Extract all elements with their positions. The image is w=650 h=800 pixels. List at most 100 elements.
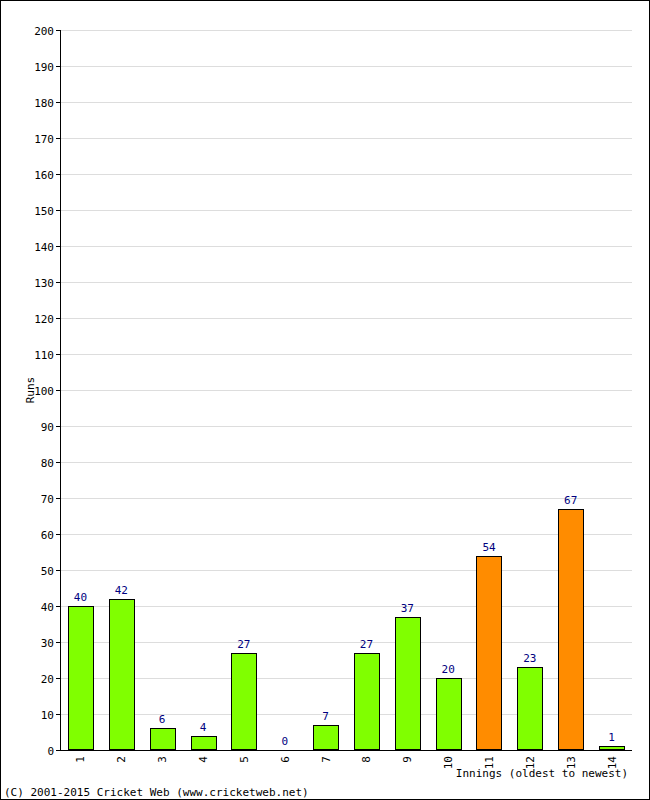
grid-line	[60, 534, 632, 535]
data-label: 37	[401, 602, 414, 615]
data-label: 6	[159, 713, 166, 726]
grid-line	[60, 570, 632, 571]
bar	[192, 737, 217, 750]
frame	[1, 1, 650, 800]
grid-line	[60, 30, 632, 31]
bar	[518, 668, 543, 750]
y-tick-label: 120	[34, 313, 54, 326]
y-tick-label: 30	[41, 637, 54, 650]
y-tick	[56, 30, 60, 31]
data-label: 4	[200, 721, 207, 734]
x-tick-label: 1	[74, 756, 87, 763]
grid-line	[60, 606, 632, 607]
data-label: 27	[360, 638, 373, 651]
y-tick-label: 10	[41, 709, 54, 722]
y-tick-label: 40	[41, 601, 54, 614]
y-tick	[56, 210, 60, 211]
grid-line	[60, 678, 632, 679]
y-tick	[56, 354, 60, 355]
y-tick-label: 60	[41, 529, 54, 542]
grid-line	[60, 390, 632, 391]
y-tick-label: 150	[34, 205, 54, 218]
y-tick	[56, 534, 60, 535]
y-axis-label: Runs	[24, 377, 37, 404]
x-tick-label: 8	[360, 756, 373, 763]
y-tick-label: 80	[41, 457, 54, 470]
data-label: 23	[523, 652, 536, 665]
grid-line	[60, 318, 632, 319]
x-tick-label: 2	[115, 756, 128, 763]
data-label: 27	[237, 638, 250, 651]
data-label: 20	[442, 663, 455, 676]
y-tick	[56, 498, 60, 499]
y-tick-label: 0	[47, 745, 54, 758]
data-label: 54	[482, 541, 496, 554]
y-tick-label: 160	[34, 169, 54, 182]
grid-line	[60, 354, 632, 355]
data-label: 7	[322, 710, 329, 723]
y-tick-label: 130	[34, 277, 54, 290]
bar	[151, 729, 176, 750]
grid-line	[60, 750, 632, 751]
bar	[600, 747, 625, 750]
x-tick-label: 5	[238, 756, 251, 763]
y-tick-label: 110	[34, 349, 54, 362]
y-axis	[60, 30, 61, 750]
grid-line	[60, 66, 632, 67]
y-tick	[56, 282, 60, 283]
grid-line	[60, 246, 632, 247]
bar	[437, 679, 462, 750]
x-tick-label: 4	[197, 756, 210, 763]
bar	[110, 600, 135, 750]
data-label: 1	[608, 731, 615, 744]
x-axis-label: Innings (oldest to newest)	[456, 767, 628, 780]
y-tick	[56, 678, 60, 679]
y-tick	[56, 138, 60, 139]
x-tick-label: 10	[442, 756, 455, 769]
bar	[69, 607, 94, 750]
bar	[396, 618, 421, 750]
y-tick	[56, 66, 60, 67]
grid-line	[60, 102, 632, 103]
y-tick	[56, 390, 60, 391]
chart: 0102030405060708090100110120130140150160…	[0, 0, 650, 800]
data-label: 0	[281, 735, 288, 748]
grid-line	[60, 714, 632, 715]
x-tick-label: 3	[156, 756, 169, 763]
y-tick	[56, 462, 60, 463]
y-tick-label: 190	[34, 61, 54, 74]
y-tick	[56, 714, 60, 715]
x-tick-label: 7	[320, 756, 333, 763]
y-tick	[56, 426, 60, 427]
y-tick	[56, 102, 60, 103]
y-tick-label: 200	[34, 25, 54, 38]
y-tick	[56, 750, 60, 751]
x-tick-label: 9	[401, 756, 414, 763]
y-tick-label: 180	[34, 97, 54, 110]
grid-line	[60, 174, 632, 175]
bar	[559, 510, 584, 750]
bars	[69, 510, 625, 750]
x-tick-label: 6	[279, 756, 292, 763]
y-tick	[56, 246, 60, 247]
y-tick	[56, 606, 60, 607]
data-label: 40	[74, 591, 87, 604]
grid-line	[60, 642, 632, 643]
y-tick	[56, 642, 60, 643]
bar	[355, 654, 380, 750]
x-axis	[60, 750, 632, 751]
y-tick	[56, 318, 60, 319]
grid-line	[60, 498, 632, 499]
copyright: (C) 2001-2015 Cricket Web (www.cricketwe…	[4, 786, 309, 799]
y-tick-label: 70	[41, 493, 54, 506]
y-tick	[56, 174, 60, 175]
grid-line	[60, 282, 632, 283]
y-tick-label: 100	[34, 385, 54, 398]
bar	[477, 557, 502, 750]
y-tick-label: 170	[34, 133, 54, 146]
y-tick-label: 140	[34, 241, 54, 254]
y-tick-label: 20	[41, 673, 54, 686]
data-label: 67	[564, 494, 577, 507]
grid-line	[60, 138, 632, 139]
data-label: 42	[115, 584, 128, 597]
